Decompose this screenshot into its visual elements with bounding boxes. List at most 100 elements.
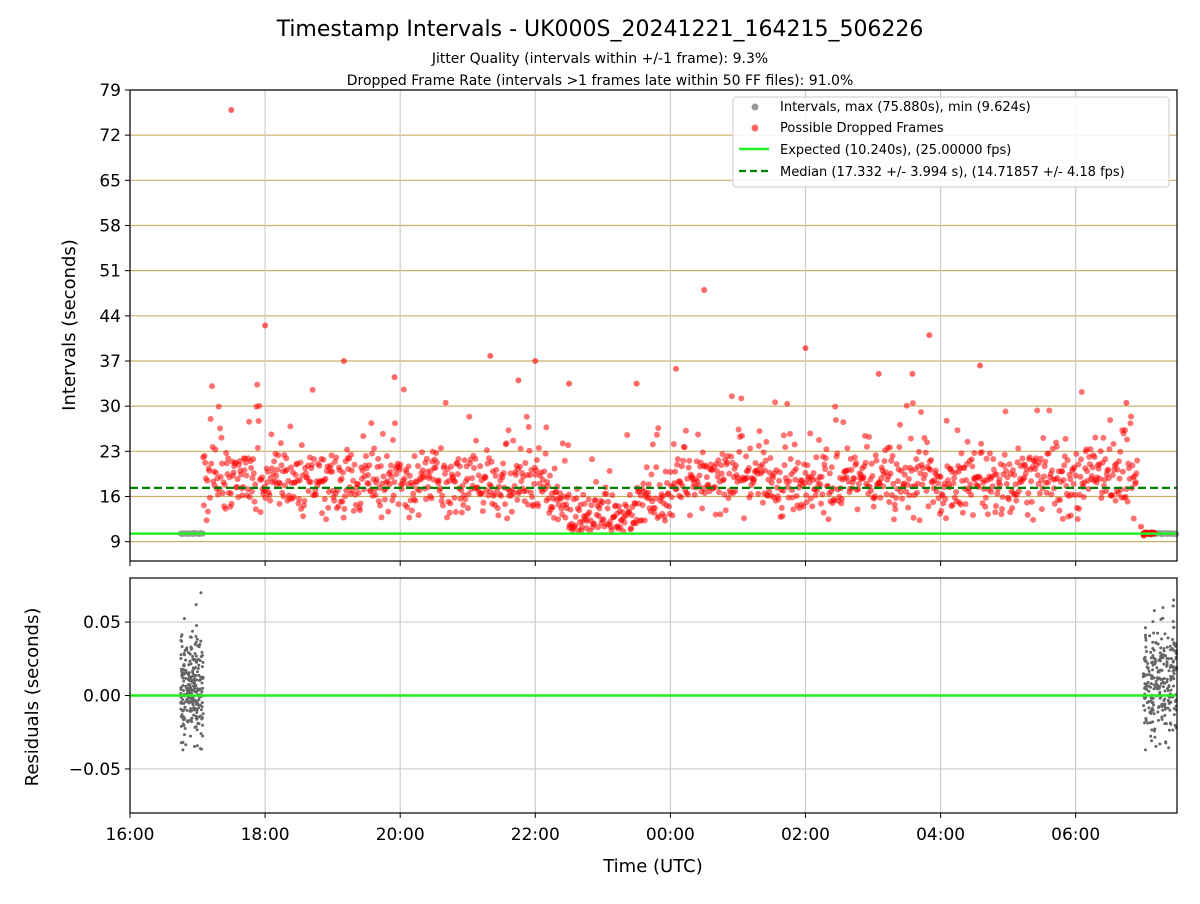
dropped-frame-point — [640, 480, 647, 487]
dropped-frame-point — [466, 413, 473, 420]
dropped-frame-point — [327, 462, 334, 469]
dropped-frame-point — [828, 464, 835, 471]
dropped-frame-point — [922, 449, 929, 456]
residual-point — [1167, 746, 1171, 750]
x-tick-label: 16:00 — [106, 825, 155, 845]
legend-intervals-marker — [751, 103, 759, 111]
residual-point — [190, 720, 194, 724]
dropped-frame-point — [901, 471, 908, 478]
intervals-y-tick-label: 16 — [99, 487, 121, 507]
dropped-frame-point — [818, 473, 825, 480]
residual-point — [1146, 666, 1150, 670]
dropped-frame-point — [379, 430, 386, 437]
dropped-frame-point — [958, 450, 965, 457]
dropped-frame-point — [242, 459, 249, 466]
dropped-frame-point — [784, 400, 791, 407]
residual-point — [179, 741, 183, 745]
dropped-frame-point — [910, 514, 917, 521]
dropped-frame-point — [246, 494, 253, 501]
residual-point — [188, 652, 192, 656]
dropped-frame-point — [649, 441, 656, 448]
dropped-frame-point — [204, 477, 211, 484]
dropped-frame-point — [296, 495, 303, 502]
dropped-frame-point — [999, 505, 1006, 512]
dropped-frame-point — [1105, 466, 1112, 473]
residual-point — [1165, 661, 1169, 665]
dropped-frame-point — [621, 519, 628, 526]
dropped-frame-point — [567, 506, 574, 513]
dropped-frame-point — [1067, 512, 1074, 519]
residual-point — [182, 651, 186, 655]
dropped-frame-point — [969, 463, 976, 470]
dropped-frame-point — [1074, 516, 1081, 523]
residual-point — [195, 623, 199, 627]
dropped-frame-point — [804, 462, 811, 469]
residual-point — [192, 658, 196, 662]
dropped-frame-point — [1001, 451, 1008, 458]
dropped-frame-point — [826, 470, 833, 477]
dropped-frame-point — [732, 462, 739, 469]
dropped-frame-point — [957, 501, 964, 508]
residual-point — [180, 670, 184, 674]
dropped-frame-point — [919, 481, 926, 488]
residual-point — [1168, 665, 1172, 669]
residual-point — [1168, 644, 1172, 648]
residual-point — [195, 711, 199, 715]
dropped-frame-point — [815, 437, 822, 444]
dropped-frame-point — [950, 480, 957, 487]
dropped-frame-point — [701, 490, 708, 497]
dropped-frame-point — [1042, 458, 1049, 465]
dropped-frame-point — [747, 445, 754, 452]
dropped-frame-point — [433, 459, 440, 466]
dropped-frame-point — [930, 499, 937, 506]
residual-point — [1173, 723, 1177, 727]
dropped-frame-point — [717, 511, 724, 518]
residual-point — [1171, 604, 1175, 608]
dropped-frame-point — [340, 469, 347, 476]
dropped-frame-point — [669, 512, 676, 519]
residual-point — [184, 743, 188, 747]
dropped-frame-point — [246, 418, 253, 425]
dropped-frame-point — [712, 511, 719, 518]
dropped-frame-point — [380, 473, 387, 480]
residual-point — [190, 716, 194, 720]
dropped-frame-point — [870, 503, 877, 510]
dropped-frame-point — [465, 490, 472, 497]
dropped-frame-point — [970, 512, 977, 519]
dropped-frame-point — [522, 460, 529, 467]
dropped-frame-point — [433, 450, 440, 457]
dropped-frame-point — [722, 507, 729, 514]
dropped-frame-point — [395, 501, 402, 508]
dropped-frame-point — [357, 500, 364, 507]
dropped-frame-point — [1119, 468, 1126, 475]
dropped-frame-point — [377, 502, 384, 509]
dropped-frame-point — [651, 509, 658, 516]
dropped-frame-point — [222, 505, 229, 512]
dropped-frame-point — [411, 453, 418, 460]
dropped-frame-point — [350, 507, 357, 514]
residual-point — [197, 715, 201, 719]
dropped-frame-point — [862, 459, 869, 466]
dropped-frame-point — [832, 403, 839, 410]
dropped-frame-point — [890, 480, 897, 487]
residual-point — [1163, 689, 1167, 693]
residual-point — [1149, 734, 1153, 738]
residual-point — [1163, 705, 1167, 709]
residual-point — [191, 701, 195, 705]
dropped-frame-outlier — [875, 370, 882, 377]
dropped-frame-point — [800, 503, 807, 510]
residual-point — [1153, 727, 1157, 731]
dropped-frame-point — [344, 446, 351, 453]
dropped-frame-point — [464, 505, 471, 512]
residual-point — [1154, 744, 1158, 748]
dropped-frame-point — [1015, 487, 1022, 494]
residual-point — [1153, 657, 1157, 661]
dropped-frame-point — [393, 471, 400, 478]
dropped-frame-point — [767, 455, 774, 462]
residual-point — [1171, 659, 1175, 663]
dropped-frame-point — [442, 399, 449, 406]
dropped-frame-point — [500, 460, 507, 467]
dropped-frame-point — [893, 461, 900, 468]
dropped-frame-outlier — [633, 380, 640, 387]
dropped-frame-outlier — [566, 380, 573, 387]
